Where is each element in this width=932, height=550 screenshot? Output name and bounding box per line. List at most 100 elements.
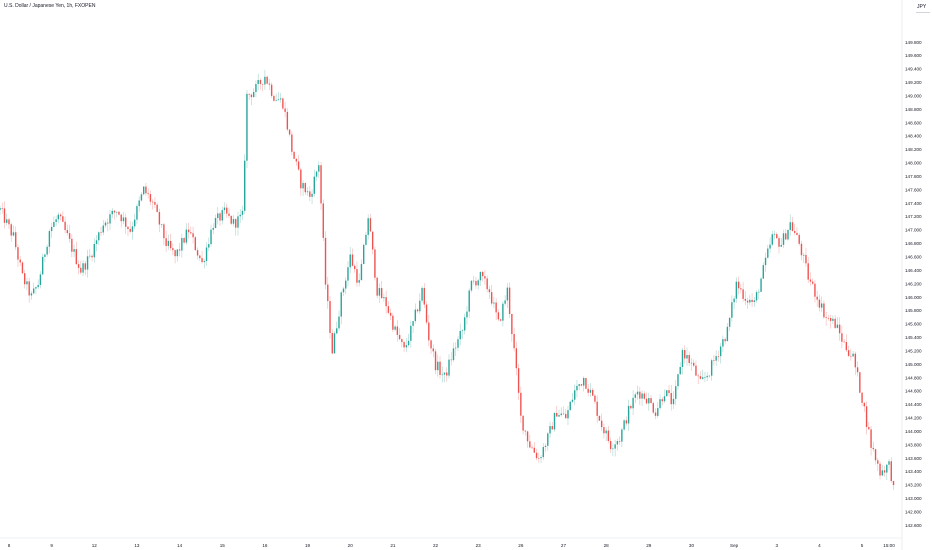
candle-up[interactable] [313,176,315,194]
candle-down[interactable] [401,339,403,343]
candle-down[interactable] [219,213,221,221]
candle-down[interactable] [288,129,291,135]
candle-down[interactable] [169,240,172,249]
candle-up[interactable] [677,374,679,387]
candle-down[interactable] [68,233,71,239]
candle-up[interactable] [459,330,461,340]
candle-up[interactable] [681,349,684,368]
candle-up[interactable] [589,389,592,393]
candle-down[interactable] [654,412,657,416]
candle-up[interactable] [706,375,708,378]
candle-down[interactable] [511,313,513,335]
candle-up[interactable] [477,280,479,286]
candle-down[interactable] [66,230,69,234]
candle-down[interactable] [291,134,293,152]
candle-down[interactable] [695,365,697,376]
candle-down[interactable] [742,289,744,299]
candle-up[interactable] [208,244,210,248]
candle-up[interactable] [679,367,681,375]
candle-down[interactable] [439,361,441,375]
candle-down[interactable] [845,342,848,351]
candle-down[interactable] [587,388,589,393]
candle-up[interactable] [421,287,423,301]
candle-down[interactable] [872,447,875,450]
candle-down[interactable] [369,218,372,232]
candle-down[interactable] [650,398,652,404]
candle-up[interactable] [452,348,455,361]
candle-down[interactable] [28,281,30,296]
candle-down[interactable] [270,84,273,96]
candle-up[interactable] [666,390,668,397]
candle-up[interactable] [407,340,410,346]
candle-up[interactable] [762,265,764,279]
candle-down[interactable] [190,232,192,234]
candle-up[interactable] [205,247,208,262]
candle-down[interactable] [865,406,868,428]
candle-down[interactable] [859,372,861,393]
candle-up[interactable] [771,234,773,245]
candle-up[interactable] [780,244,782,247]
candle-up[interactable] [41,256,44,275]
candle-up[interactable] [753,300,756,302]
candle-down[interactable] [524,430,527,432]
candle-down[interactable] [250,94,253,98]
candle-up[interactable] [12,232,15,236]
candle-up[interactable] [212,227,214,230]
candle-down[interactable] [892,480,895,486]
candle-down[interactable] [488,289,491,293]
candle-up[interactable] [73,249,75,252]
candle-up[interactable] [441,374,443,376]
candle-down[interactable] [320,165,322,204]
candle-down[interactable] [450,359,452,361]
candle-down[interactable] [517,368,520,393]
candle-up[interactable] [98,232,100,241]
candle-up[interactable] [239,214,241,217]
candle-down[interactable] [192,233,194,238]
candle-down[interactable] [425,304,428,323]
candle-down[interactable] [874,449,877,461]
candle-down[interactable] [495,302,497,313]
candle-up[interactable] [46,246,48,255]
candle-up[interactable] [704,377,706,378]
candle-down[interactable] [398,334,401,340]
candle-up[interactable] [733,298,735,303]
candle-up[interactable] [468,290,470,312]
candle-up[interactable] [311,193,313,197]
candle-down[interactable] [472,280,475,282]
candle-up[interactable] [614,444,616,449]
candle-down[interactable] [776,234,778,239]
candle-down[interactable] [513,334,515,349]
candle-up[interactable] [306,191,309,193]
candle-up[interactable] [731,302,733,318]
candle-down[interactable] [827,317,830,319]
candle-up[interactable] [210,229,212,245]
candle-down[interactable] [107,222,109,224]
candle-down[interactable] [814,283,816,297]
candle-up[interactable] [569,401,571,411]
candle-up[interactable] [457,339,459,348]
candle-down[interactable] [178,249,181,251]
candle-down[interactable] [861,392,863,403]
candle-down[interactable] [618,441,621,442]
candle-down[interactable] [717,356,720,357]
candle-down[interactable] [863,402,866,407]
candle-up[interactable] [246,93,248,161]
candle-down[interactable] [77,264,80,268]
candle-down[interactable] [403,342,405,348]
candle-up[interactable] [443,372,446,375]
candle-down[interactable] [800,243,803,256]
candle-up[interactable] [345,280,347,289]
candle-up[interactable] [336,328,338,334]
candle-up[interactable] [648,398,650,404]
candle-up[interactable] [852,353,854,357]
candle-down[interactable] [120,214,122,222]
candle-down[interactable] [387,306,390,313]
candle-down[interactable] [154,202,156,205]
candle-down[interactable] [515,348,518,369]
candle-down[interactable] [235,219,237,228]
candle-down[interactable] [816,296,818,300]
candle-down[interactable] [84,263,87,270]
candle-down[interactable] [356,269,358,283]
candle-up[interactable] [832,318,834,321]
candle-up[interactable] [255,84,257,93]
